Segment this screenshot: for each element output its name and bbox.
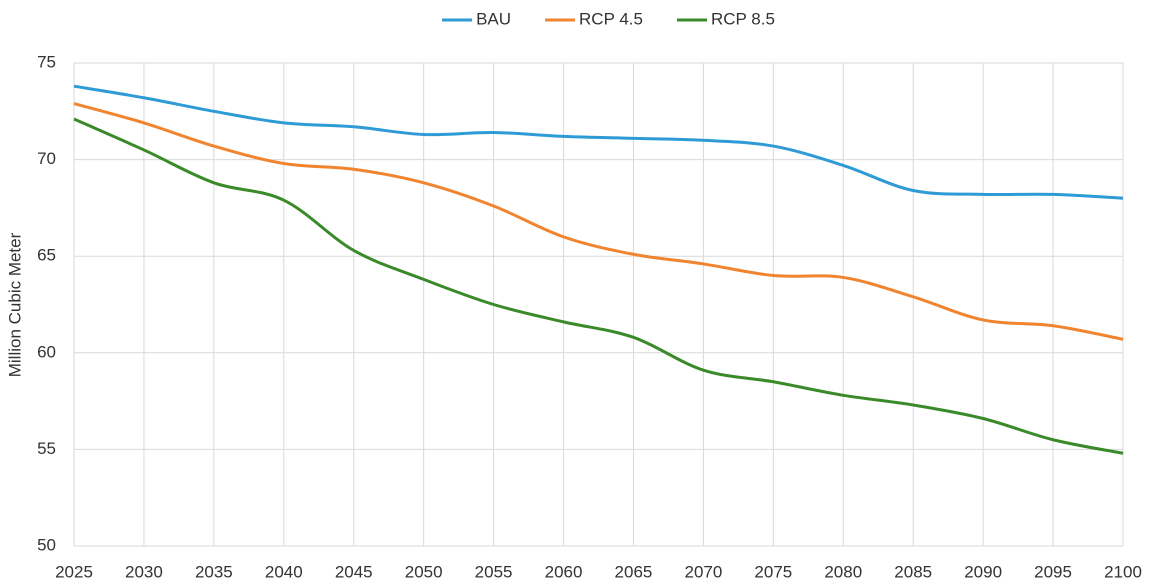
x-tick-label: 2095	[1034, 562, 1072, 581]
x-tick-label: 2065	[615, 562, 653, 581]
legend-label: RCP 8.5	[711, 9, 775, 28]
legend-label: RCP 4.5	[579, 9, 643, 28]
series-line	[73, 102, 1124, 341]
series-line	[73, 84, 1124, 200]
x-tick-label: 2060	[545, 562, 583, 581]
series-line	[73, 117, 1124, 455]
x-tick-label: 2055	[475, 562, 513, 581]
y-axis-label: Million Cubic Meter	[5, 232, 24, 377]
x-tick-label: 2035	[195, 562, 233, 581]
y-tick-label: 70	[37, 149, 56, 168]
y-tick-label: 60	[37, 342, 56, 361]
x-tick-label: 2070	[684, 562, 722, 581]
x-tick-label: 2100	[1104, 562, 1142, 581]
legend-label: BAU	[476, 9, 511, 28]
x-tick-label: 2030	[125, 562, 163, 581]
y-tick-label: 65	[37, 246, 56, 265]
x-tick-label: 2080	[824, 562, 862, 581]
x-tick-label: 2045	[335, 562, 373, 581]
x-tick-label: 2040	[265, 562, 303, 581]
y-tick-label: 55	[37, 439, 56, 458]
y-tick-label: 50	[37, 535, 56, 554]
x-tick-label: 2075	[754, 562, 792, 581]
x-tick-label: 2025	[55, 562, 93, 581]
x-tick-label: 2085	[894, 562, 932, 581]
x-tick-label: 2090	[964, 562, 1002, 581]
y-tick-label: 75	[37, 52, 56, 71]
x-tick-label: 2050	[405, 562, 443, 581]
